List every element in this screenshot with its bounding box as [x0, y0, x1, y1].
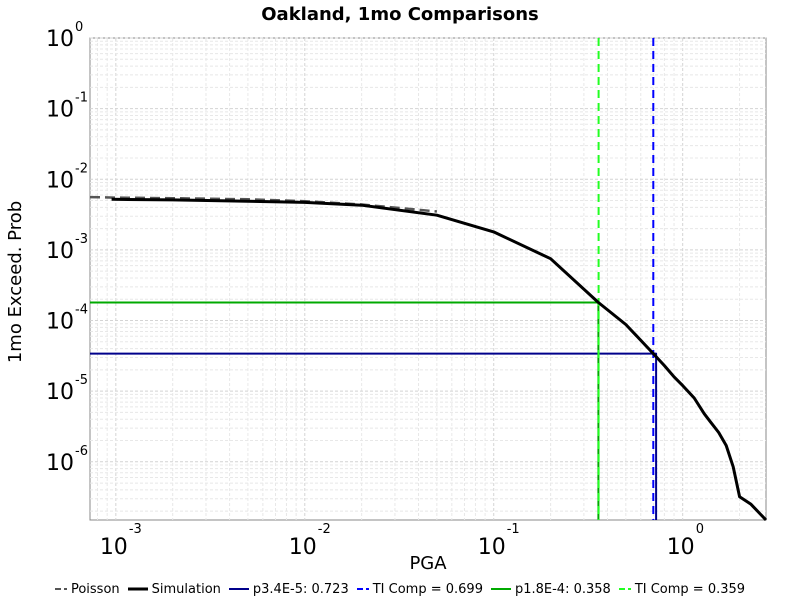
- legend-label: p1.8E-4: 0.358: [514, 581, 611, 597]
- x-axis-label: PGA: [409, 553, 447, 574]
- legend-item: Simulation: [127, 581, 221, 597]
- x-tick-label: 10: [100, 535, 128, 560]
- grid-lines: [90, 37, 766, 520]
- legend-swatch: [618, 588, 631, 590]
- x-tick-label: 10: [478, 535, 506, 560]
- y-tick-label: 10: [46, 168, 74, 193]
- y-tick-exponent: 0: [75, 20, 83, 35]
- x-tick-label: 10: [667, 535, 695, 560]
- legend-swatch: [127, 587, 148, 591]
- legend-label: TI Comp = 0.359: [634, 581, 746, 597]
- y-tick-exponent: -2: [75, 161, 88, 176]
- y-tick-exponent: -6: [75, 444, 88, 459]
- y-tick-exponent: -4: [75, 303, 88, 318]
- legend-label: p3.4E-5: 0.723: [252, 581, 349, 597]
- y-tick-label: 10: [46, 98, 74, 123]
- legend-item: TI Comp = 0.699: [356, 581, 483, 597]
- legend-swatch: [490, 588, 511, 590]
- y-tick-exponent: -3: [75, 232, 88, 247]
- y-tick-label: 10: [46, 239, 74, 264]
- legend-swatch: [54, 588, 67, 590]
- series-line-simulation: [111, 197, 768, 522]
- y-axis-label: 1mo Exceed. Prob: [5, 201, 26, 363]
- x-tick-exponent: -2: [318, 522, 331, 537]
- y-tick-label: 10: [46, 310, 74, 335]
- legend-item: TI Comp = 0.359: [618, 581, 746, 597]
- chart-title: Oakland, 1mo Comparisons: [261, 4, 538, 25]
- legend-swatch: [356, 588, 369, 590]
- x-tick-label: 10: [289, 535, 317, 560]
- chart-legend: Poisson Simulation p3.4E-5: 0.723 TI Comp =…: [0, 579, 800, 599]
- x-tick-exponent: 0: [696, 522, 704, 537]
- y-tick-label: 10: [46, 27, 74, 52]
- legend-item: p3.4E-5: 0.723: [228, 581, 349, 597]
- y-tick-exponent: -5: [75, 373, 88, 388]
- legend-item: Poisson: [54, 581, 120, 597]
- series-line-p3-4e-5-0-723: [90, 352, 658, 520]
- legend-item: p1.8E-4: 0.358: [490, 581, 611, 597]
- x-tick-exponent: -3: [129, 522, 142, 537]
- y-tick-exponent: -1: [75, 91, 88, 106]
- x-tick-exponent: -1: [507, 522, 520, 537]
- y-tick-label: 10: [46, 451, 74, 476]
- legend-label: Simulation: [151, 581, 221, 597]
- y-tick-label: 10: [46, 380, 74, 405]
- series-layer: [89, 38, 768, 522]
- legend-label: TI Comp = 0.699: [372, 581, 483, 597]
- legend-label: Poisson: [70, 581, 120, 597]
- legend-swatch: [228, 588, 249, 590]
